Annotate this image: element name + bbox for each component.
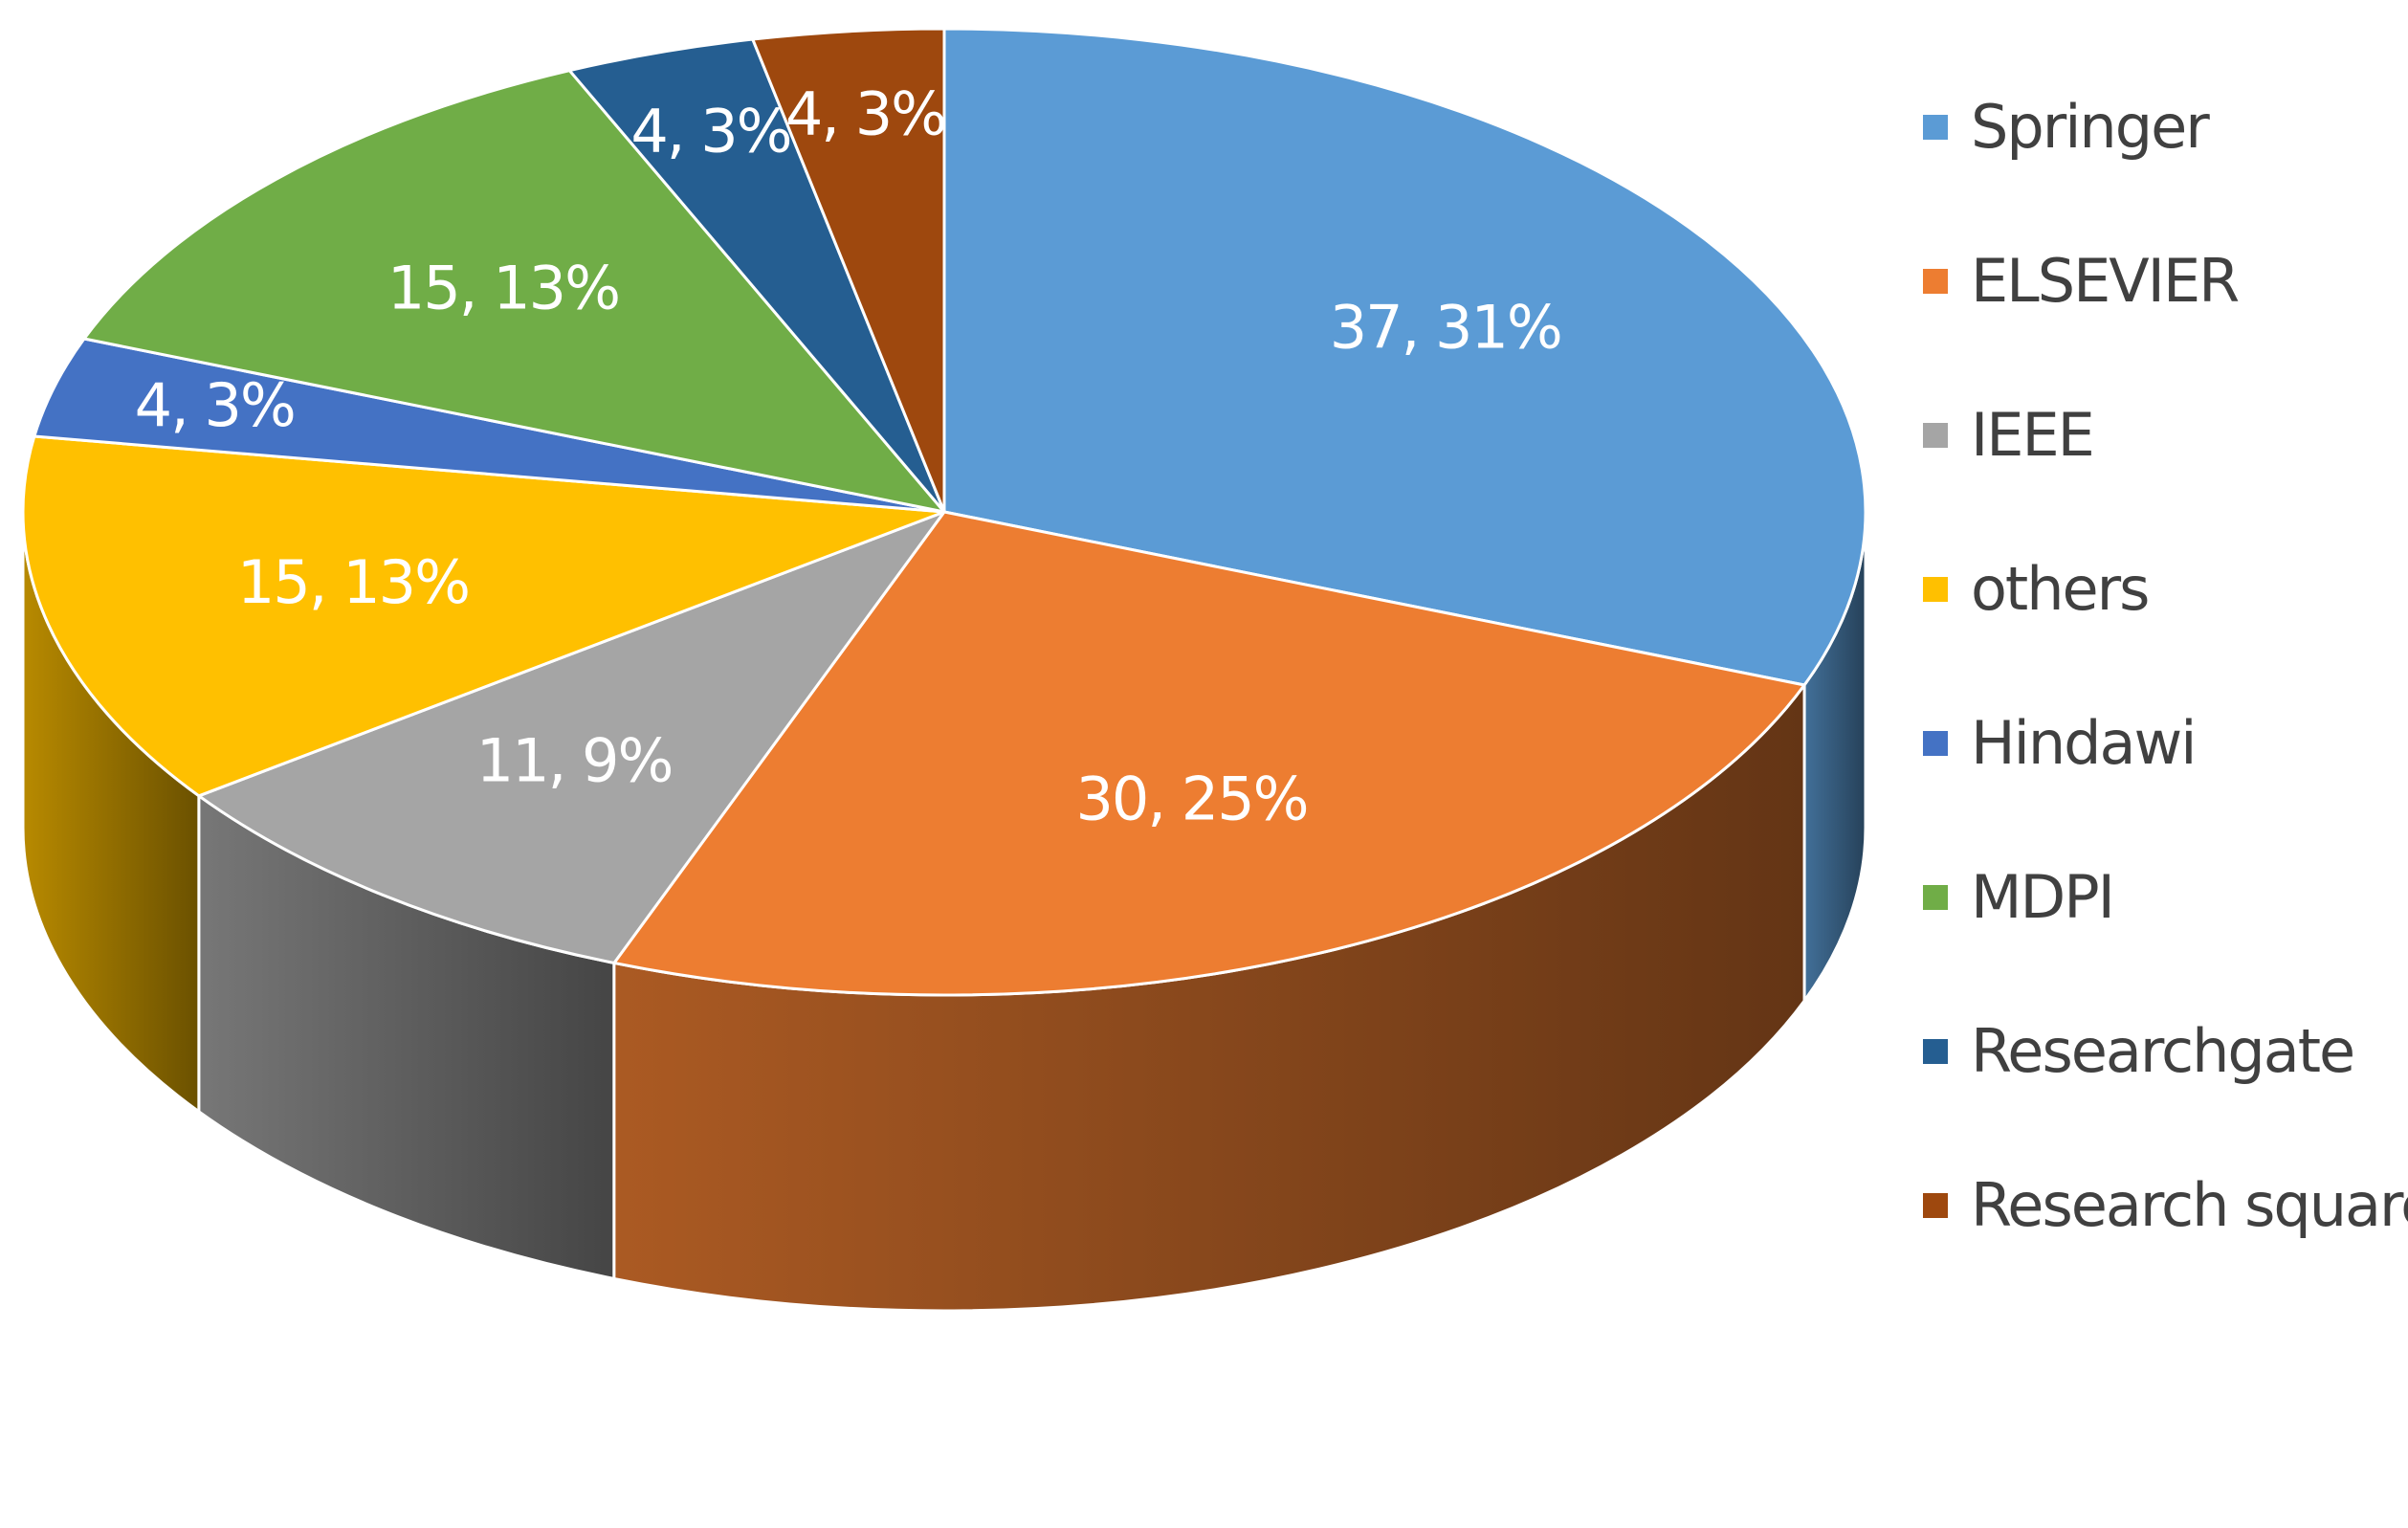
legend-swatch [1923,1192,1948,1218]
legend-item-springer: Springer [1923,50,2401,204]
pie-slice-research-square [751,27,946,514]
data-label-ieee: 11, 9% [476,726,673,796]
data-label-elsevier: 30, 25% [1075,764,1307,834]
data-label-springer: 37, 31% [1330,292,1561,362]
legend-item-researchgate: Researchgate [1923,974,2401,1128]
legend-label: Researchgate [1971,1016,2355,1086]
legend-label: MDPI [1971,862,2115,932]
legend-item-mdpi: MDPI [1923,820,2401,974]
pie-sides [21,511,1867,1313]
legend-swatch [1923,268,1948,294]
pie-data-labels: 37, 31% 30, 25% 11, 9% 15, 13% 4, 3% 15, 13% 4… [135,78,1563,834]
legend-label: Hindawi [1971,708,2197,778]
data-label-mdpi: 15, 13% [387,254,619,323]
pie-slice-ieee [197,510,946,964]
data-label-others: 15, 13% [237,547,469,617]
legend-swatch [1923,576,1948,602]
legend-item-research-square: Research square [1923,1128,2408,1282]
legend-label: Springer [1971,92,2210,162]
pie-slice-elsevier [612,510,1806,997]
legend-swatch [1923,1038,1948,1064]
legend-label: IEEE [1971,400,2095,470]
legend-item-elsevier: ELSEVIER [1923,204,2401,358]
legend-label: Research square [1971,1170,2408,1240]
pie-slice-others [21,434,946,798]
pie-slice-mdpi [82,69,946,514]
legend-item-others: others [1923,512,2401,666]
legend-swatch [1923,884,1948,910]
data-label-researchgate: 4, 3% [630,96,790,166]
legend-swatch [1923,422,1948,448]
data-label-hindawi: 4, 3% [135,370,295,440]
pie-tops [21,27,1867,997]
legend-swatch [1923,114,1948,140]
data-label-research-square: 4, 3% [785,78,945,148]
pie-slice-springer [942,27,1867,687]
legend-item-ieee: IEEE [1923,358,2401,512]
legend-label: others [1971,554,2150,624]
legend-item-hindawi: Hindawi [1923,666,2401,820]
legend: Springer ELSEVIER IEEE others Hindawi MDPI Res… [1923,50,2408,1282]
legend-label: ELSEVIER [1971,246,2240,316]
legend-swatch [1923,730,1948,756]
